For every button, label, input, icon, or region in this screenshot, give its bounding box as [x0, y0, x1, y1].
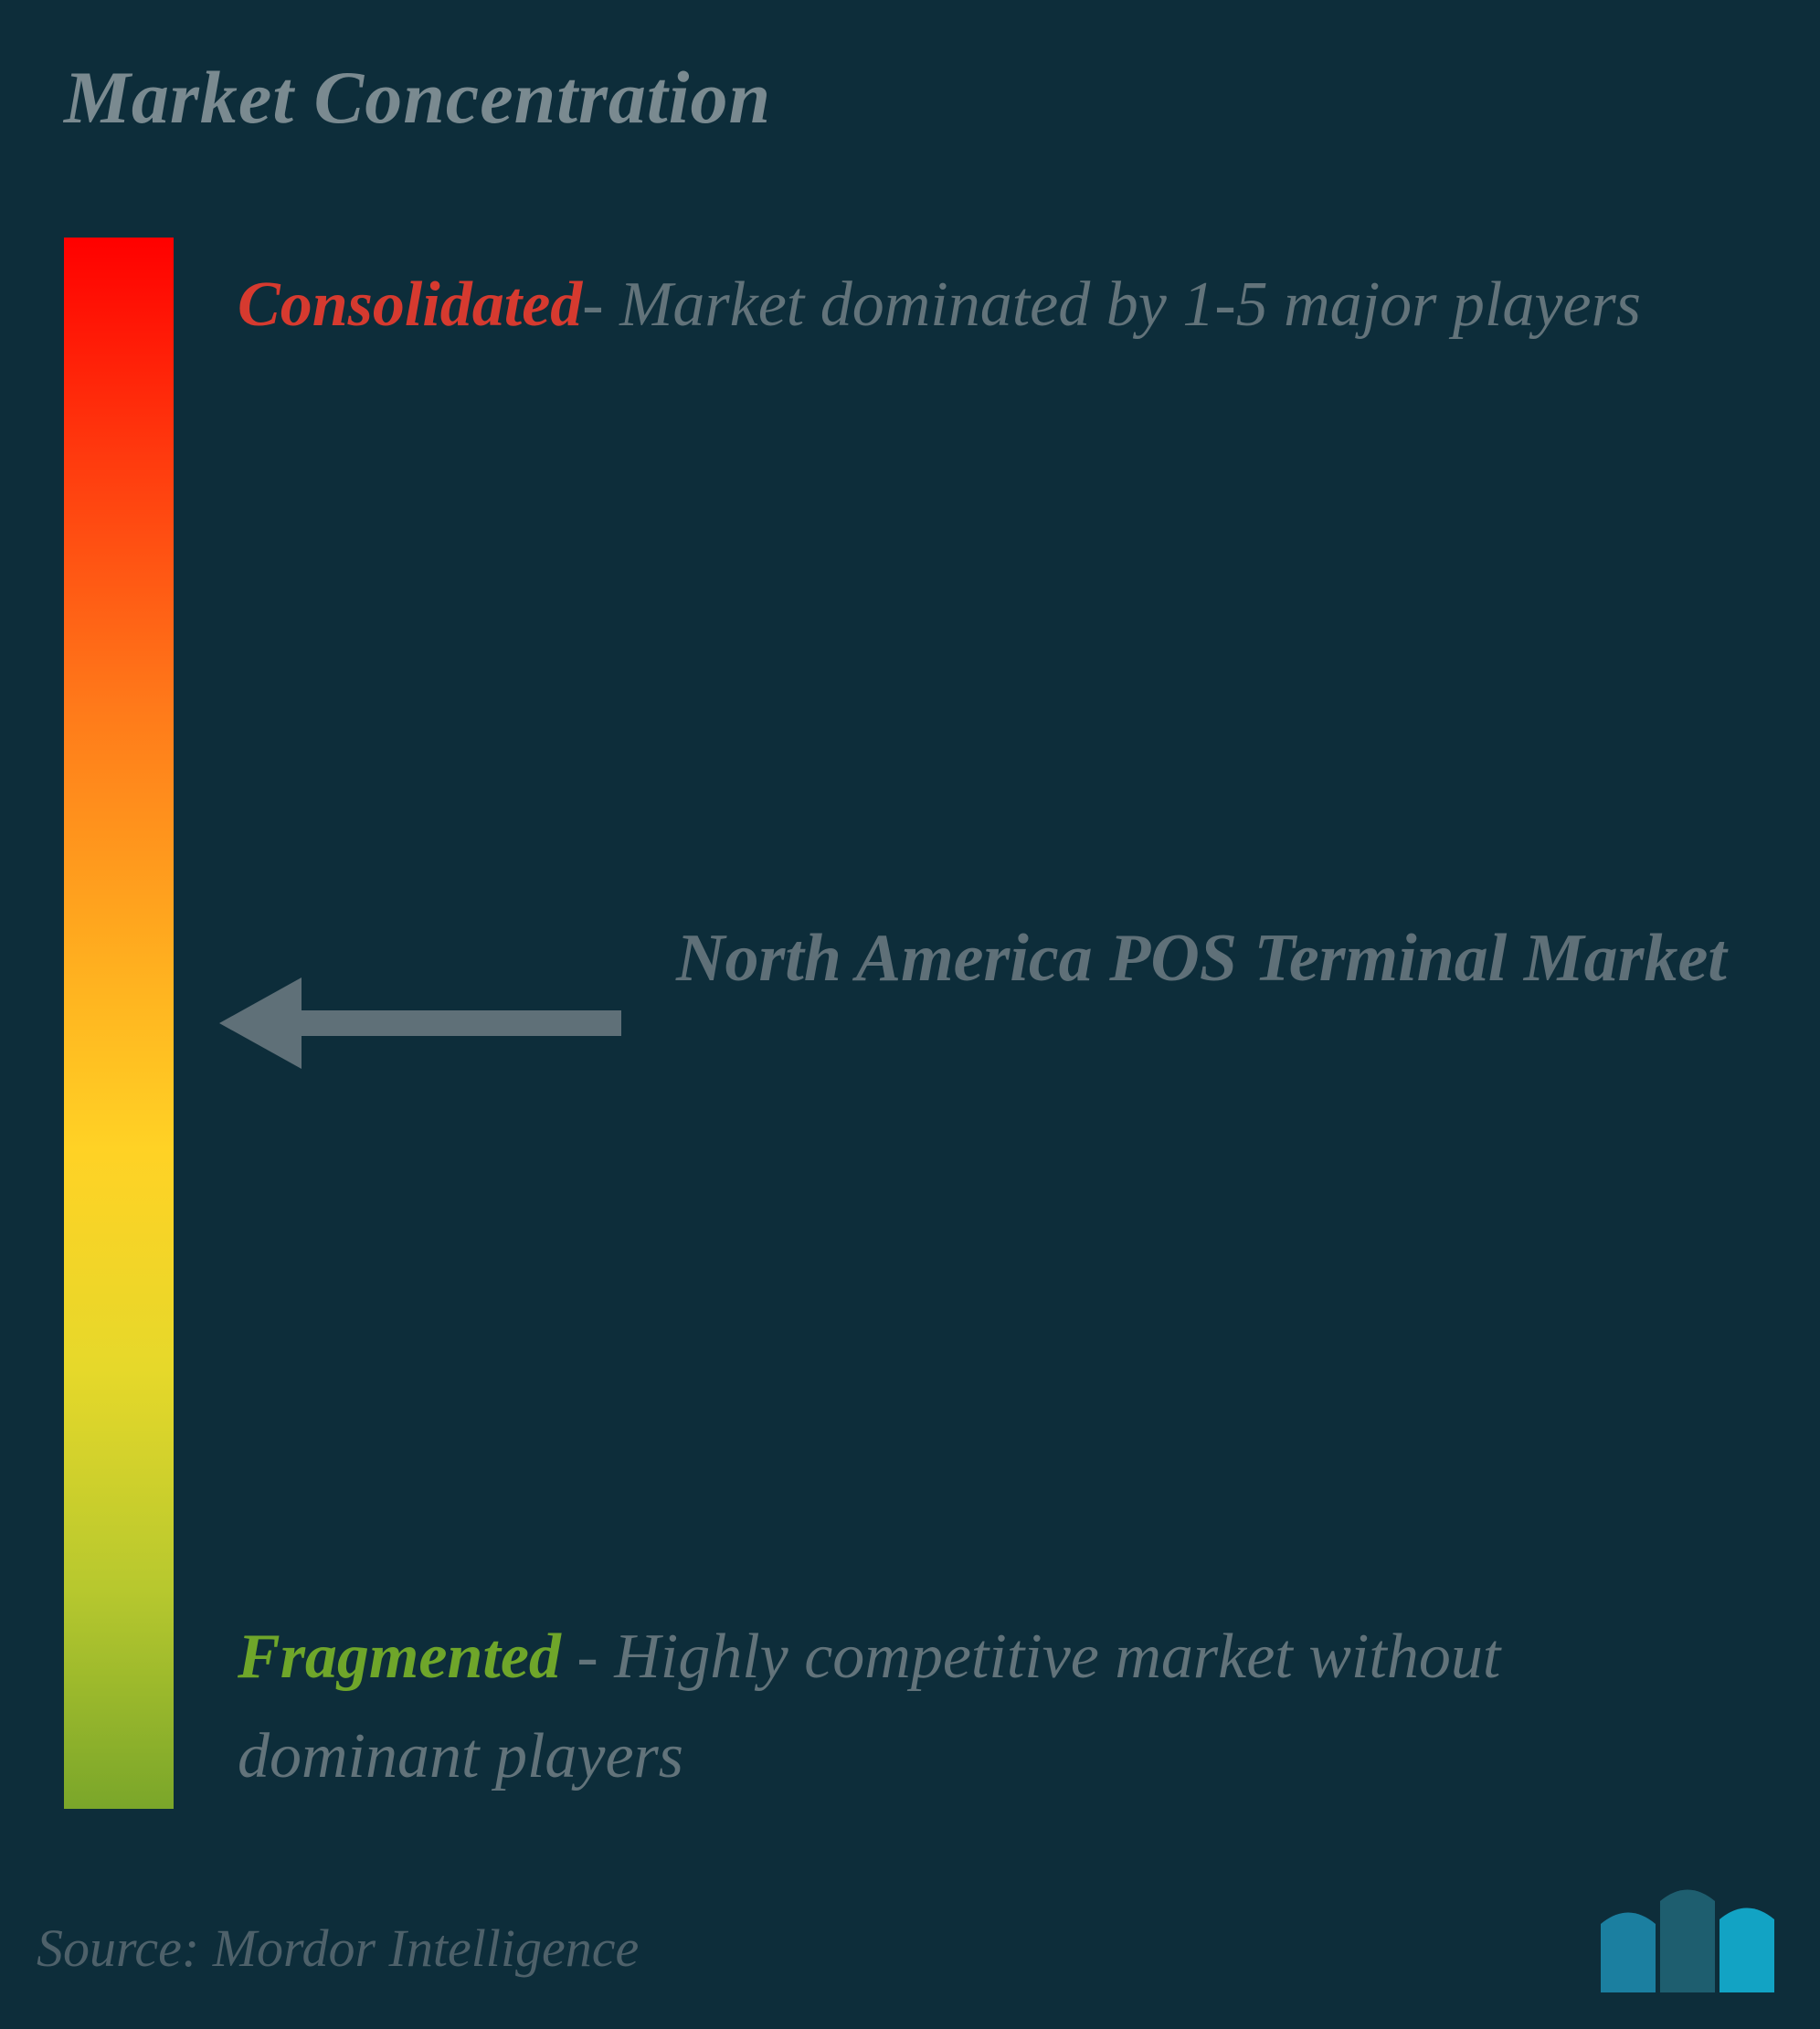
- arrow-left-icon: [219, 968, 621, 1078]
- market-position-arrow: [219, 968, 621, 1078]
- market-name-label: North America POS Terminal Market: [676, 914, 1727, 1005]
- source-attribution: Source: Mordor Intelligence: [37, 1918, 639, 1979]
- concentration-gradient-bar: [64, 238, 174, 1809]
- fragmented-description: Fragmented - Highly competitive market w…: [238, 1608, 1699, 1806]
- mordor-logo-icon: [1601, 1874, 1774, 1992]
- consolidated-rest: - Market dominated by 1-5 major players: [582, 269, 1641, 340]
- fragmented-keyword: Fragmented: [238, 1622, 561, 1692]
- page-title: Market Concentration: [64, 55, 771, 141]
- consolidated-description: Consolidated- Market dominated by 1-5 ma…: [238, 256, 1699, 355]
- consolidated-keyword: Consolidated: [238, 269, 582, 340]
